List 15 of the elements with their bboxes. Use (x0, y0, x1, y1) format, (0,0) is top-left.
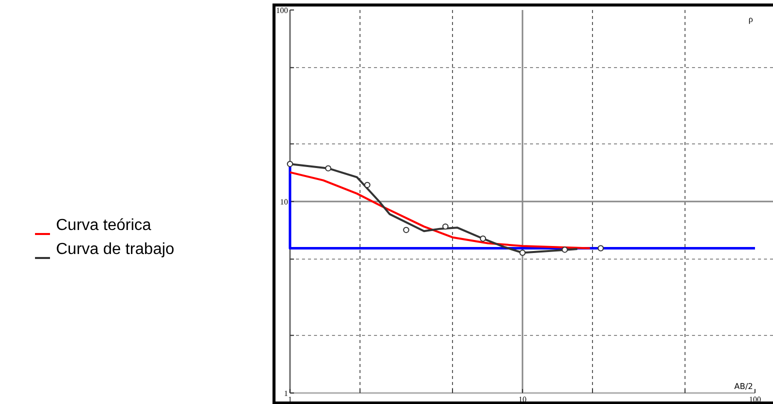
x-axis-title: AB/2 (734, 382, 753, 391)
point (598, 245, 604, 252)
y-tick-label: 100 (276, 6, 288, 15)
point (442, 223, 448, 230)
point (480, 236, 486, 242)
y-axis-title: ρ (748, 14, 754, 24)
y-tick-label: 10 (280, 198, 288, 206)
legend-label: Curva teórica (56, 217, 152, 234)
y-tick-label: 1 (284, 389, 288, 398)
point (364, 182, 370, 188)
point (325, 165, 332, 172)
point (519, 250, 526, 256)
point (403, 226, 410, 234)
legend-label: Curva de trabajo (56, 241, 174, 258)
point (286, 160, 294, 168)
